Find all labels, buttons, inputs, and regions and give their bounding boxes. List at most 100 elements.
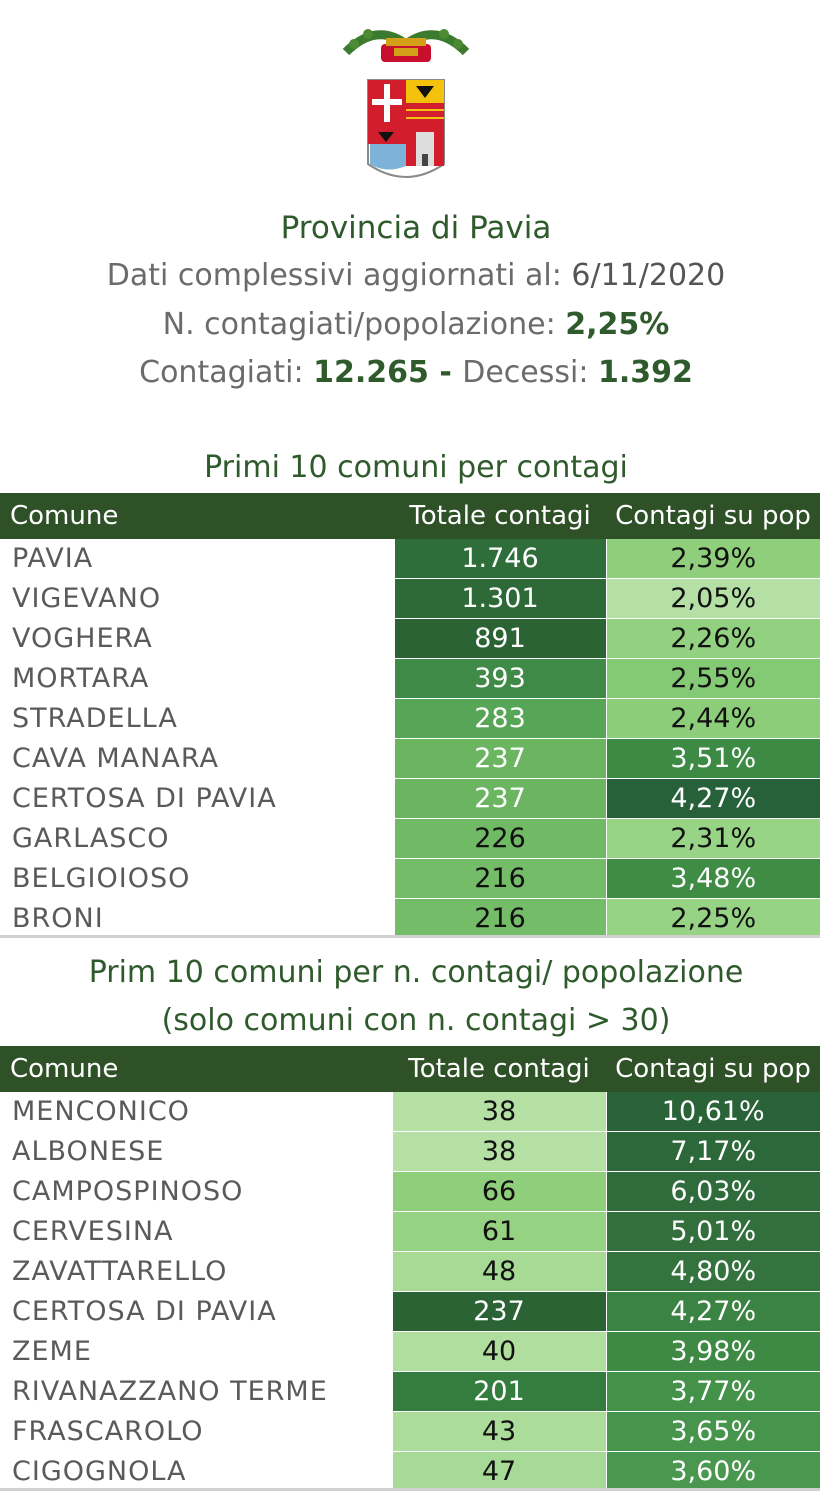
update-date-label: Dati complessivi aggiornati al: [106, 258, 572, 293]
cases-per-population-cell: 2,31% [605, 818, 820, 859]
table-row: PAVIA 1.746 2,39% [0, 539, 820, 579]
municipality-name: RIVANAZZANO TERME [0, 1371, 392, 1412]
table-row: VIGEVANO 1.301 2,05% [0, 578, 820, 619]
municipality-name: GARLASCO [0, 818, 394, 859]
column-header-contagi-su-pop: Contagi su pop [606, 493, 820, 539]
cases-per-population-cell: 10,61% [605, 1092, 820, 1132]
table2-title-line2: (solo comuni con n. contagi > 30) [161, 1003, 671, 1038]
infected-label: Contagiati: [139, 355, 314, 390]
table-row: STRADELLA 283 2,44% [0, 698, 820, 739]
table-row: CAMPOSPINOSO 66 6,03% [0, 1171, 820, 1212]
update-date-value: 6/11/2020 [571, 258, 726, 293]
municipality-name: CERTOSA DI PAVIA [0, 1291, 392, 1332]
municipality-name: STRADELLA [0, 698, 394, 739]
table-row: MORTARA 393 2,55% [0, 658, 820, 699]
total-cases-cell: 66 [391, 1171, 606, 1212]
infection-rate-line: N. contagiati/popolazione: 2,25% [0, 307, 832, 342]
infected-value: 12.265 [313, 355, 429, 390]
municipality-name: BELGIOIOSO [0, 858, 394, 899]
update-date-line: Dati complessivi aggiornati al: 6/11/202… [0, 258, 832, 293]
totals-separator: - [428, 355, 463, 390]
municipality-name: VIGEVANO [0, 578, 394, 619]
table-row: MENCONICO 38 10,61% [0, 1092, 820, 1132]
table-header-row: Comune Totale contagi Contagi su pop [0, 1046, 820, 1092]
deaths-value: 1.392 [597, 355, 693, 390]
table-row: BELGIOIOSO 216 3,48% [0, 858, 820, 899]
cases-per-population-cell: 6,03% [605, 1171, 820, 1212]
table-row: CAVA MANARA 237 3,51% [0, 738, 820, 779]
total-cases-cell: 283 [393, 698, 606, 739]
column-header-contagi-su-pop: Contagi su pop [606, 1046, 820, 1092]
table-row: FRASCAROLO 43 3,65% [0, 1411, 820, 1452]
cases-per-population-cell: 4,27% [605, 778, 820, 819]
total-cases-cell: 40 [391, 1331, 606, 1372]
table1-title: Primi 10 comuni per contagi [204, 450, 628, 485]
municipality-name: ALBONESE [0, 1131, 392, 1172]
cases-per-population-cell: 2,39% [605, 539, 820, 579]
cases-per-population-cell: 2,44% [605, 698, 820, 739]
cases-per-population-cell: 2,05% [605, 578, 820, 619]
table-row: ZEME 40 3,98% [0, 1331, 820, 1372]
cases-per-population-cell: 3,60% [605, 1451, 820, 1492]
municipality-name: BRONI [0, 898, 394, 939]
deaths-label: Decessi: [462, 355, 598, 390]
column-header-comune: Comune [0, 1046, 392, 1092]
totals-line: Contagiati: 12.265 - Decessi: 1.392 [0, 355, 832, 390]
table-row: CERVESINA 61 5,01% [0, 1211, 820, 1252]
table2-title-line1: Prim 10 comuni per n. contagi/ popolazio… [88, 955, 744, 990]
total-cases-cell: 47 [391, 1451, 606, 1492]
municipality-name: CIGOGNOLA [0, 1451, 392, 1492]
table-row: BRONI 216 2,25% [0, 898, 820, 939]
cases-per-population-cell: 3,48% [605, 858, 820, 899]
table-row: VOGHERA 891 2,26% [0, 618, 820, 659]
table-row: CERTOSA DI PAVIA 237 4,27% [0, 1291, 820, 1332]
table-row: ALBONESE 38 7,17% [0, 1131, 820, 1172]
total-cases-cell: 43 [391, 1411, 606, 1452]
municipality-name: CERVESINA [0, 1211, 392, 1252]
table-row: CERTOSA DI PAVIA 237 4,27% [0, 778, 820, 819]
municipality-name: CERTOSA DI PAVIA [0, 778, 394, 819]
municipality-name: CAVA MANARA [0, 738, 394, 779]
cases-per-population-cell: 3,77% [605, 1371, 820, 1412]
cases-per-population-cell: 3,51% [605, 738, 820, 779]
total-cases-cell: 393 [393, 658, 606, 699]
cases-per-population-cell: 5,01% [605, 1211, 820, 1252]
total-cases-cell: 891 [393, 618, 606, 659]
cases-per-population-cell: 3,98% [605, 1331, 820, 1372]
municipality-name: CAMPOSPINOSO [0, 1171, 392, 1212]
cases-per-population-cell: 2,25% [605, 898, 820, 939]
cases-per-population-cell: 3,65% [605, 1411, 820, 1452]
table2-bottom-rule [0, 1488, 820, 1491]
total-cases-cell: 201 [391, 1371, 606, 1412]
total-cases-cell: 48 [391, 1251, 606, 1292]
municipality-name: ZEME [0, 1331, 392, 1372]
total-cases-cell: 1.301 [393, 578, 606, 619]
top-municipalities-by-cases-table: Comune Totale contagi Contagi su pop PAV… [0, 493, 820, 939]
table-header-row: Comune Totale contagi Contagi su pop [0, 493, 820, 539]
municipality-name: MORTARA [0, 658, 394, 699]
total-cases-cell: 61 [391, 1211, 606, 1252]
page-title: Provincia di Pavia [280, 210, 552, 246]
infection-rate-value: 2,25% [565, 307, 670, 342]
table-row: CIGOGNOLA 47 3,60% [0, 1451, 820, 1492]
total-cases-cell: 237 [393, 738, 606, 779]
table-row: RIVANAZZANO TERME 201 3,77% [0, 1371, 820, 1412]
cases-per-population-cell: 2,55% [605, 658, 820, 699]
municipality-name: VOGHERA [0, 618, 394, 659]
cases-per-population-cell: 4,80% [605, 1251, 820, 1292]
top-municipalities-by-rate-table: Comune Totale contagi Contagi su pop MEN… [0, 1046, 820, 1492]
municipality-name: ZAVATTARELLO [0, 1251, 392, 1292]
total-cases-cell: 216 [393, 858, 606, 899]
municipality-name: MENCONICO [0, 1092, 392, 1132]
total-cases-cell: 226 [393, 818, 606, 859]
provincia-coat-of-arms [342, 29, 470, 178]
cases-per-population-cell: 7,17% [605, 1131, 820, 1172]
column-header-totale-contagi: Totale contagi [394, 493, 606, 539]
total-cases-cell: 237 [393, 778, 606, 819]
infection-rate-label: N. contagiati/popolazione: [162, 307, 566, 342]
total-cases-cell: 1.746 [393, 539, 606, 579]
table1-bottom-rule [0, 935, 820, 938]
total-cases-cell: 38 [391, 1092, 606, 1132]
table-row: ZAVATTARELLO 48 4,80% [0, 1251, 820, 1292]
table-row: GARLASCO 226 2,31% [0, 818, 820, 859]
